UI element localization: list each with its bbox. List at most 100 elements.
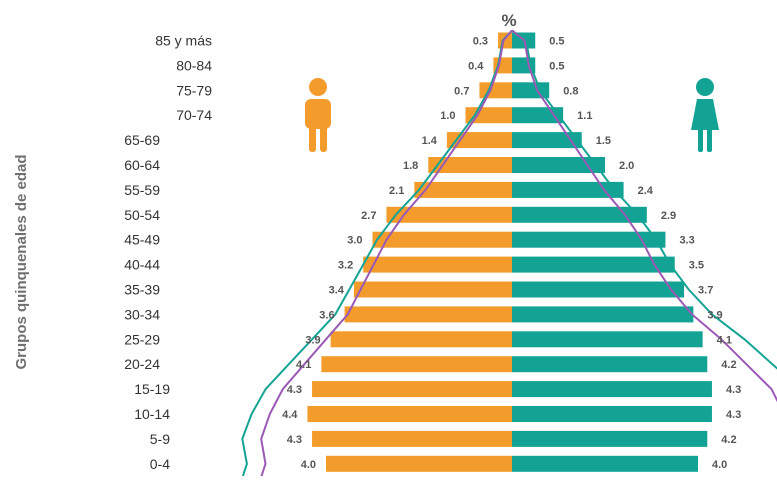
age-group-label: 80-84 [176,57,212,73]
bar-men [307,406,512,422]
male-icon-leg [309,124,316,152]
age-group-label: 40-44 [124,257,160,273]
age-group-label: 85 y más [155,33,212,49]
bar-men [363,256,512,273]
value-label-women: 4.3 [726,384,741,396]
value-label-men: 4.3 [287,384,302,396]
female-icon-leg [698,128,703,152]
value-label-women: 3.9 [707,309,722,321]
value-label-men: 3.0 [347,235,362,247]
bar-men [321,356,512,373]
age-group-label: 5-9 [150,431,170,447]
age-group-label: 15-19 [134,381,170,397]
female-icon-head [696,78,714,96]
bar-men [312,381,512,398]
male-icon-leg [320,124,327,152]
value-label-men: 2.1 [389,185,404,197]
value-label-women: 3.5 [689,260,704,272]
age-group-label: 65-69 [124,132,160,148]
bar-women [512,430,708,447]
age-group-label: 20-24 [124,356,160,372]
value-label-women: 4.3 [726,409,741,421]
value-label-men: 3.4 [329,285,345,297]
bar-women [512,132,582,149]
bar-women [512,356,708,373]
female-icon [691,78,719,152]
bar-men [330,331,512,348]
bar-men [326,455,512,472]
overlay-line-women-purple [511,29,777,403]
bar-men [353,281,512,298]
value-label-women: 4.1 [717,334,732,346]
value-label-women: 0.5 [549,60,564,72]
male-icon-body [305,99,331,129]
bar-women [512,281,685,298]
value-label-women: 1.1 [577,110,592,122]
bar-men [414,181,512,198]
value-label-women: 3.3 [679,235,694,247]
overlay-line-men-purple [260,29,513,477]
value-label-men: 3.2 [338,260,353,272]
overlay-line-women-teal [511,29,777,370]
value-label-women: 4.0 [712,459,727,471]
bar-women [512,181,624,198]
age-group-label: 60-64 [124,157,160,173]
bar-men [386,206,512,223]
value-label-men: 4.0 [301,459,316,471]
value-label-men: 4.1 [296,359,311,371]
bar-women [512,406,712,422]
value-label-women: 4.2 [721,359,736,371]
bar-men [498,32,512,49]
female-icon-dress [691,99,719,130]
value-label-men: 2.7 [361,210,376,222]
bar-men [312,430,512,447]
value-label-men: 0.3 [473,36,488,48]
value-label-men: 0.7 [454,85,469,97]
bar-women [512,381,712,398]
male-icon [305,78,331,152]
bar-women [512,256,675,273]
men-bars [307,32,512,472]
value-labels: 0.3 0.5 0.4 0.5 0.7 0.8 1.0 1.1 1.4 1.5 1.8 2.0 2.1 2… [282,36,741,471]
age-group-label: 75-79 [176,82,212,98]
age-group-label: 70-74 [176,107,212,123]
bar-men [344,306,512,323]
value-label-men: 3.6 [319,309,334,321]
age-group-labels: 85 y más 80-84 75-79 70-74 65-69 60-64 55-59 50… [124,33,212,472]
age-group-label: 25-29 [124,331,160,347]
y-axis-label: Grupos quinquenales de edad [13,154,30,369]
age-group-label: 0-4 [150,456,170,472]
age-group-label: 35-39 [124,282,160,298]
value-label-women: 2.0 [619,160,634,172]
value-label-men: 4.4 [282,409,298,421]
value-label-women: 4.2 [721,434,736,446]
chart-title: % [501,11,516,30]
value-label-women: 2.4 [638,185,654,197]
female-icon-leg [707,128,712,152]
age-group-label: 50-54 [124,207,160,223]
value-label-men: 3.9 [305,334,320,346]
bar-men [372,231,512,248]
value-label-men: 0.4 [468,60,484,72]
bar-men [479,82,512,99]
age-group-label: 55-59 [124,182,160,198]
bar-women [512,206,647,223]
age-group-label: 30-34 [124,306,160,322]
age-group-label: 45-49 [124,232,160,248]
value-label-men: 1.8 [403,160,418,172]
value-label-women: 0.5 [549,36,564,48]
bar-women [512,331,703,348]
overlay-line-men-teal [241,29,513,477]
value-label-women: 3.7 [698,285,713,297]
bar-women [512,455,698,472]
value-label-men: 4.3 [287,434,302,446]
bar-women [512,306,694,323]
value-label-men: 1.4 [422,135,438,147]
bar-women [512,231,666,248]
value-label-men: 1.0 [440,110,455,122]
bar-women [512,157,605,173]
women-bars [512,32,712,472]
male-icon-head [309,78,327,96]
